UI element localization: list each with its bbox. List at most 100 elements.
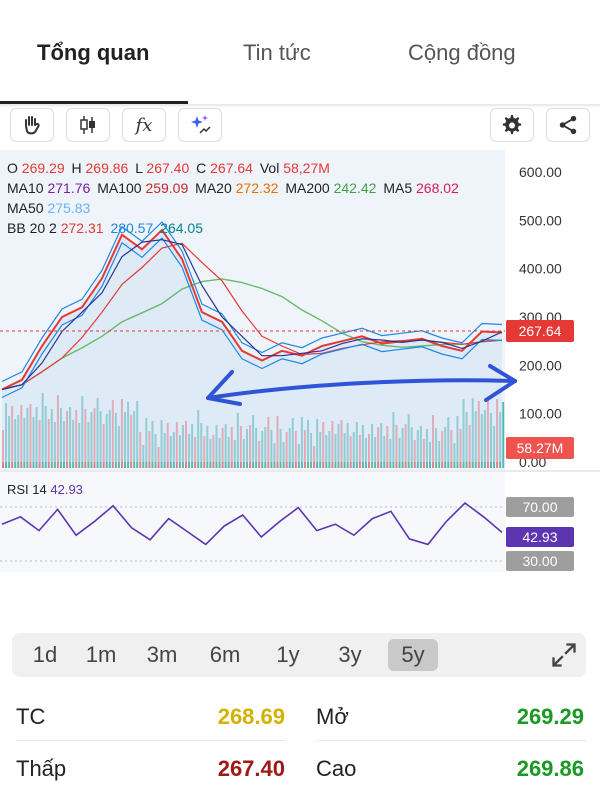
rsi-line	[1, 501, 503, 546]
share-button[interactable]	[546, 108, 590, 142]
price-tick-label: 200.00	[519, 357, 562, 373]
close-value: 267.64	[210, 160, 253, 176]
ma20-value: 272.32	[235, 180, 279, 196]
rsi-value-label: 42.93	[522, 529, 557, 545]
bb-row: BB 20 2 272.31 280.57 264.05	[7, 218, 462, 238]
indicators-button[interactable]: fx	[122, 108, 166, 142]
rsi-70-label: 70.00	[522, 499, 557, 515]
volume-value: 58,27M	[283, 160, 330, 176]
period-selector: 1d 1m 3m 6m 1y 3y 5y	[12, 633, 586, 677]
high-price-label: Cao	[316, 756, 357, 781]
last-volume-tag	[506, 437, 574, 459]
price-area	[2, 230, 502, 462]
expand-icon[interactable]	[550, 641, 578, 669]
price-line	[1, 228, 503, 391]
hand-button[interactable]	[10, 108, 54, 142]
open-price-value: 269.29	[516, 704, 584, 729]
price-chart[interactable]: 600.00500.00400.00300.00200.00100.000.00…	[0, 150, 600, 580]
tab-divider	[0, 104, 600, 108]
last-volume-label: 58.27M	[517, 440, 564, 456]
stats-divider-right	[316, 740, 586, 741]
period-5y[interactable]: 5y	[388, 639, 438, 671]
ma5-value: 268.02	[416, 180, 459, 196]
chart-type-button[interactable]	[66, 108, 110, 142]
bb-lower-value: 264.05	[160, 220, 203, 236]
rsi-30-label: 30.00	[522, 553, 557, 569]
candlestick-icon	[80, 116, 95, 134]
price-tick-label: 500.00	[519, 212, 562, 228]
stats-divider-left	[16, 740, 286, 741]
sparkle-icon	[191, 115, 211, 134]
last-price-tag	[506, 320, 574, 342]
ohlc-row: O 269.29 H 269.86 L 267.40 C 267.64 Vol …	[7, 158, 462, 178]
open-price-label: Mở	[316, 704, 349, 729]
ma10-value: 271.76	[47, 180, 91, 196]
ma200-line	[1, 278, 503, 391]
period-1d[interactable]: 1d	[32, 642, 58, 667]
annotation-arrow-line	[206, 378, 517, 400]
low-price-value: 267.40	[217, 756, 285, 781]
rsi-legend: RSI 14 42.93	[7, 482, 83, 497]
hand-icon	[25, 116, 40, 135]
ma-row-1: MA10 271.76 MA100 259.09 MA20 272.32 MA2…	[7, 178, 462, 198]
period-6m[interactable]: 6m	[209, 642, 241, 667]
tab-community[interactable]: Cộng đồng	[408, 40, 516, 65]
bb-mid-value: 280.57	[110, 220, 154, 236]
open-label: O	[7, 160, 18, 176]
ma200-value: 242.42	[333, 180, 377, 196]
ma100-label: MA100	[97, 180, 142, 196]
ma20-label: MA20	[195, 180, 232, 196]
bb-label: BB 20 2	[7, 220, 57, 236]
tab-bar: Tổng quan Tin tức Cộng đồng	[0, 0, 600, 105]
price-tick-label: 600.00	[519, 164, 562, 180]
rsi-value-tag	[506, 527, 574, 547]
ma50-label: MA50	[7, 200, 44, 216]
reference-price-value: 268.69	[217, 704, 285, 729]
rsi-70-tag	[506, 497, 574, 517]
ma5-label: MA5	[383, 180, 413, 196]
ma-row-2: MA50 275.83	[7, 198, 462, 218]
low-price-label: Thấp	[16, 756, 67, 781]
ma200-label: MA200	[285, 180, 330, 196]
last-price-label: 267.64	[519, 323, 562, 339]
ma5-line	[1, 239, 503, 391]
period-1y[interactable]: 1y	[276, 642, 300, 667]
rsi-legend-value: 42.93	[50, 482, 83, 497]
chart-toolbar: fx	[0, 106, 600, 144]
bb-upper-value: 272.31	[60, 220, 104, 236]
price-tick-label: 400.00	[519, 261, 562, 277]
close-label: C	[196, 160, 207, 176]
settings-button[interactable]	[490, 108, 534, 142]
annotation-arrow-right-head	[484, 364, 517, 402]
tab-overview[interactable]: Tổng quan	[37, 40, 150, 65]
period-3y[interactable]: 3y	[338, 642, 362, 667]
rsi-pane-background	[0, 472, 505, 572]
function-icon: fx	[135, 114, 153, 136]
chart-legend: O 269.29 H 269.86 L 267.40 C 267.64 Vol …	[7, 158, 462, 238]
bb-lower-line	[1, 237, 503, 399]
active-tab-indicator	[0, 101, 188, 105]
period-1m[interactable]: 1m	[85, 642, 117, 667]
share-icon	[559, 115, 577, 135]
bb-upper-line	[1, 221, 503, 383]
high-label: H	[71, 160, 82, 176]
open-value: 269.29	[21, 160, 65, 176]
ma10-label: MA10	[7, 180, 44, 196]
price-tick-label: 100.00	[519, 406, 562, 422]
ma100-value: 259.09	[145, 180, 189, 196]
rsi-30-tag	[506, 551, 574, 571]
volume-bar	[502, 402, 505, 468]
low-label: L	[135, 160, 143, 176]
high-value: 269.86	[85, 160, 129, 176]
period-3m[interactable]: 3m	[146, 642, 178, 667]
ma50-value: 275.83	[47, 200, 91, 216]
volume-label: Vol	[259, 160, 280, 176]
gear-icon	[502, 114, 522, 135]
rsi-legend-label: RSI 14	[7, 482, 47, 497]
annotation-arrow-left-head	[206, 370, 242, 406]
low-value: 267.40	[146, 160, 190, 176]
tab-news[interactable]: Tin tức	[243, 40, 311, 65]
reference-price-label: TC	[16, 704, 46, 729]
high-price-value: 269.86	[516, 756, 584, 781]
ai-analysis-button[interactable]	[178, 108, 222, 142]
